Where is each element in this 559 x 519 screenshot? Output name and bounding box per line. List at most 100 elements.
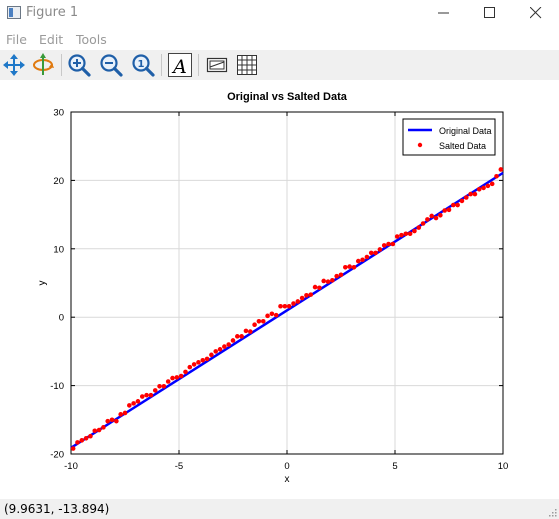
- salted-data-point: [239, 334, 244, 339]
- salted-data-point: [243, 328, 249, 334]
- salted-data-point: [317, 285, 322, 291]
- salted-data-point: [295, 299, 301, 304]
- salted-data-point: [83, 435, 89, 441]
- y-tick-label: 20: [53, 176, 64, 187]
- y-tick-label: 10: [53, 244, 64, 255]
- salted-data-point: [101, 425, 106, 430]
- menu-tools[interactable]: Tools: [76, 32, 107, 47]
- salted-data-point: [463, 195, 469, 200]
- salted-data-point: [494, 173, 499, 179]
- status-bar: (9.9631, -13.894): [0, 499, 559, 519]
- salted-data-point: [304, 293, 309, 298]
- salted-data-point: [222, 344, 227, 349]
- rotate-icon: [33, 53, 54, 75]
- salted-data-point: [364, 254, 370, 260]
- figure-canvas[interactable]: -10 -5 0 5 10 -20 -10 0 10 20 30 Original vs Salte…: [0, 80, 559, 499]
- salted-data-point: [286, 303, 292, 309]
- salted-data-point: [459, 198, 465, 204]
- salted-data-point: [399, 232, 404, 238]
- grid-button[interactable]: [234, 52, 260, 78]
- salted-data-point: [187, 364, 193, 370]
- minimize-button[interactable]: [421, 0, 467, 27]
- x-tick-label: 10: [498, 461, 509, 472]
- close-button[interactable]: [513, 0, 559, 27]
- zoom-in-icon: [68, 54, 91, 77]
- salted-data-point: [282, 303, 288, 309]
- y-axis-label: y: [37, 281, 48, 286]
- text-button[interactable]: A: [167, 52, 193, 78]
- salted-data-point: [468, 191, 473, 197]
- salted-data-point: [343, 264, 348, 270]
- salted-data-point: [144, 392, 149, 398]
- salted-data-point: [109, 417, 115, 423]
- salted-data-point: [265, 313, 270, 319]
- salted-data-point: [381, 243, 387, 248]
- legend-label-salted: Salted Data: [439, 141, 486, 151]
- salted-data-point: [79, 438, 85, 443]
- salted-data-point: [75, 440, 80, 445]
- salted-data-point: [196, 360, 201, 365]
- salted-data-point: [148, 392, 154, 398]
- salted-data-point: [230, 338, 236, 343]
- menu-file[interactable]: File: [6, 32, 27, 47]
- salted-data-point: [308, 292, 314, 297]
- salted-data-point: [204, 356, 210, 362]
- salted-data-point: [373, 250, 378, 256]
- salted-data-point: [273, 312, 279, 318]
- salted-data-point: [377, 247, 383, 252]
- salted-data-point: [321, 278, 327, 284]
- salted-data-point: [96, 427, 102, 433]
- zoom-out-icon: [100, 54, 123, 77]
- zoom-reset-button[interactable]: 1: [130, 52, 156, 78]
- menu-edit[interactable]: Edit: [39, 32, 64, 47]
- salted-data-point: [114, 418, 119, 424]
- salted-data-point: [105, 418, 111, 424]
- title-bar: Figure 1: [0, 0, 559, 27]
- salted-data-point: [152, 388, 158, 393]
- text-icon: A: [168, 53, 192, 78]
- figure-window-icon: [7, 6, 21, 19]
- salted-data-point: [92, 428, 98, 434]
- y-tick-label: 30: [53, 108, 64, 119]
- salted-data-point: [312, 284, 318, 290]
- y-tick-label: 0: [59, 313, 64, 324]
- legend-button[interactable]: [204, 52, 230, 78]
- zoom-out-button[interactable]: [98, 52, 124, 78]
- y-tick-label: -20: [50, 450, 64, 461]
- salted-data-point: [127, 403, 132, 408]
- salted-data-point: [139, 394, 145, 399]
- salted-data-point: [170, 375, 175, 381]
- salted-data-point: [299, 295, 305, 301]
- salted-data-point: [368, 250, 374, 256]
- salted-data-point: [416, 225, 422, 230]
- salted-data-point: [351, 264, 357, 270]
- salted-data-point: [260, 319, 266, 324]
- salted-data-point: [88, 433, 93, 439]
- rotate-button[interactable]: [30, 52, 56, 78]
- pan-button[interactable]: [1, 52, 27, 78]
- salted-data-point: [412, 228, 417, 234]
- window-title: Figure 1: [26, 5, 79, 20]
- salted-data-point: [191, 362, 197, 367]
- original-data-line: [70, 171, 504, 449]
- salted-data-point: [226, 342, 231, 347]
- toolbar: 1 A: [0, 50, 559, 80]
- salted-data-point: [390, 241, 396, 247]
- salted-data-point: [256, 319, 262, 324]
- salted-data-point: [355, 258, 361, 264]
- salted-data-point: [338, 272, 344, 278]
- resize-grip-icon[interactable]: [547, 507, 557, 517]
- chart-title: Original vs Salted Data: [227, 91, 348, 103]
- y-tick-label: -10: [50, 381, 64, 392]
- salted-data-point: [433, 215, 439, 221]
- zoom-in-button[interactable]: [66, 52, 92, 78]
- x-tick-label: -10: [64, 461, 78, 472]
- maximize-button[interactable]: [467, 0, 513, 27]
- zoom-reset-icon: 1: [132, 54, 155, 77]
- minimize-icon: [438, 12, 449, 14]
- legend[interactable]: Original Data Salted Data: [402, 118, 496, 156]
- salted-data-point: [217, 347, 223, 352]
- salted-data-point: [209, 352, 214, 358]
- salted-data-point: [438, 212, 443, 218]
